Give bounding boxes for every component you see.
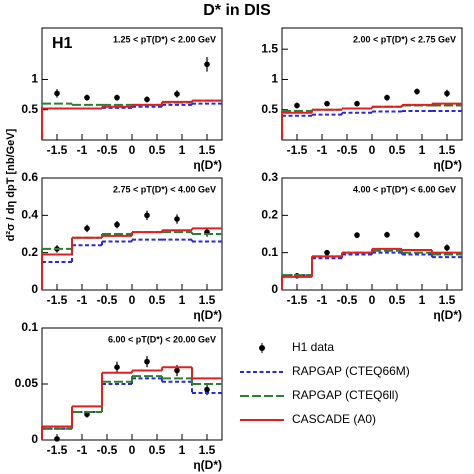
x-tick-label: -1: [77, 443, 88, 457]
data-point: [54, 90, 60, 97]
x-tick-label: 0: [369, 293, 376, 307]
x-axis-label: η(D*): [193, 308, 222, 322]
data-point: [174, 367, 180, 374]
x-tick-label: -1: [317, 293, 328, 307]
plot-frame: [281, 27, 463, 141]
data-point: [174, 91, 180, 97]
experiment-label: H1: [52, 35, 73, 52]
data-point: [114, 364, 120, 371]
plot-frame: [281, 177, 463, 291]
x-tick-label: 1: [179, 443, 186, 457]
x-tick-label: -1: [77, 143, 88, 157]
y-tick-label: 0.1: [21, 320, 38, 334]
y-axis-label: d²σ / dη dpT [nb/GeV]: [5, 128, 17, 241]
panel-label: 1.25 < pT(D*) < 2.00 GeV: [113, 34, 216, 44]
y-tick-label: 0.3: [261, 170, 278, 184]
x-tick-label: -0.5: [337, 293, 358, 307]
x-axis-label: η(D*): [193, 158, 222, 172]
y-tick-label: 0.2: [261, 208, 278, 222]
data-point: [144, 358, 150, 365]
data-point: [444, 90, 450, 97]
data-point: [354, 232, 360, 238]
x-tick-label: 0.5: [389, 293, 406, 307]
data-point: [204, 61, 210, 68]
x-tick-label: 1: [179, 293, 186, 307]
y-tick-label: 0.05: [15, 376, 39, 390]
data-point: [294, 102, 300, 109]
x-tick-label: -0.5: [97, 443, 118, 457]
data-point: [414, 88, 420, 95]
x-tick-label: -0.5: [97, 293, 118, 307]
data-point: [384, 231, 390, 238]
x-tick-label: -0.5: [337, 143, 358, 157]
y-tick-label: 0.5: [21, 102, 38, 116]
x-tick-label: 0: [129, 293, 136, 307]
x-tick-label: 1: [419, 293, 426, 307]
data-point: [114, 94, 120, 101]
y-tick-label: 0: [271, 282, 278, 296]
data-point: [144, 96, 150, 103]
x-tick-label: -0.5: [97, 143, 118, 157]
data-point: [444, 245, 450, 251]
panel-label: 2.75 < pT(D*) < 4.00 GeV: [113, 184, 216, 194]
data-point: [324, 249, 330, 256]
legend-label: H1 data: [292, 340, 334, 354]
x-tick-label: -1: [317, 143, 328, 157]
x-axis-label: η(D*): [193, 458, 222, 472]
x-tick-label: 1.5: [199, 293, 216, 307]
x-tick-label: 0: [129, 443, 136, 457]
data-point: [384, 94, 390, 101]
y-tick-label: 0.2: [21, 245, 38, 259]
data-point: [414, 231, 420, 238]
data-point: [354, 100, 360, 107]
x-tick-label: 1.5: [199, 443, 216, 457]
y-tick-label: 0.5: [261, 102, 278, 116]
y-tick-label: 0.4: [21, 208, 38, 222]
x-tick-label: 1: [179, 143, 186, 157]
legend-label: RAPGAP (CTEQ6ll): [292, 388, 398, 402]
x-axis-label: η(D*): [433, 158, 462, 172]
x-tick-label: -1.5: [47, 143, 68, 157]
panel-label: 4.00 < pT(D*) < 6.00 GeV: [353, 184, 456, 194]
y-tick-label: 1.5: [261, 41, 278, 55]
data-point: [204, 386, 210, 393]
x-tick-label: 0.5: [389, 143, 406, 157]
x-tick-label: 0: [129, 143, 136, 157]
x-axis-label: η(D*): [433, 308, 462, 322]
legend-label: RAPGAP (CTEQ66M): [292, 364, 410, 378]
x-tick-label: 1: [419, 143, 426, 157]
x-tick-label: 0.5: [149, 143, 166, 157]
chart-title: D* in DIS: [203, 2, 271, 19]
data-point: [114, 221, 120, 228]
x-tick-label: 1.5: [439, 293, 456, 307]
y-tick-label: 1: [31, 72, 38, 86]
x-tick-label: 1.5: [439, 143, 456, 157]
y-tick-label: 0: [31, 282, 38, 296]
x-tick-label: -1.5: [287, 143, 308, 157]
y-tick-label: 0.1: [261, 245, 278, 259]
data-point: [54, 436, 60, 442]
legend-label: CASCADE (A0): [292, 412, 376, 426]
data-point: [84, 225, 90, 232]
x-tick-label: -1.5: [47, 293, 68, 307]
x-tick-label: 0.5: [149, 293, 166, 307]
data-point: [174, 216, 180, 222]
x-tick-label: -1: [77, 293, 88, 307]
x-tick-label: -1.5: [287, 293, 308, 307]
panel-label: 2.00 < pT(D*) < 2.75 GeV: [353, 34, 456, 44]
data-point: [84, 94, 90, 101]
x-tick-label: 0.5: [149, 443, 166, 457]
x-tick-label: 1.5: [199, 143, 216, 157]
data-point: [144, 212, 150, 219]
data-point: [324, 100, 330, 107]
panel-label: 6.00 < pT(D*) < 20.00 GeV: [108, 334, 216, 344]
x-tick-label: 0: [369, 143, 376, 157]
x-tick-label: -1.5: [47, 443, 68, 457]
y-tick-label: 0.6: [21, 170, 38, 184]
y-tick-label: 1: [271, 72, 278, 86]
y-tick-label: 0: [31, 432, 38, 446]
